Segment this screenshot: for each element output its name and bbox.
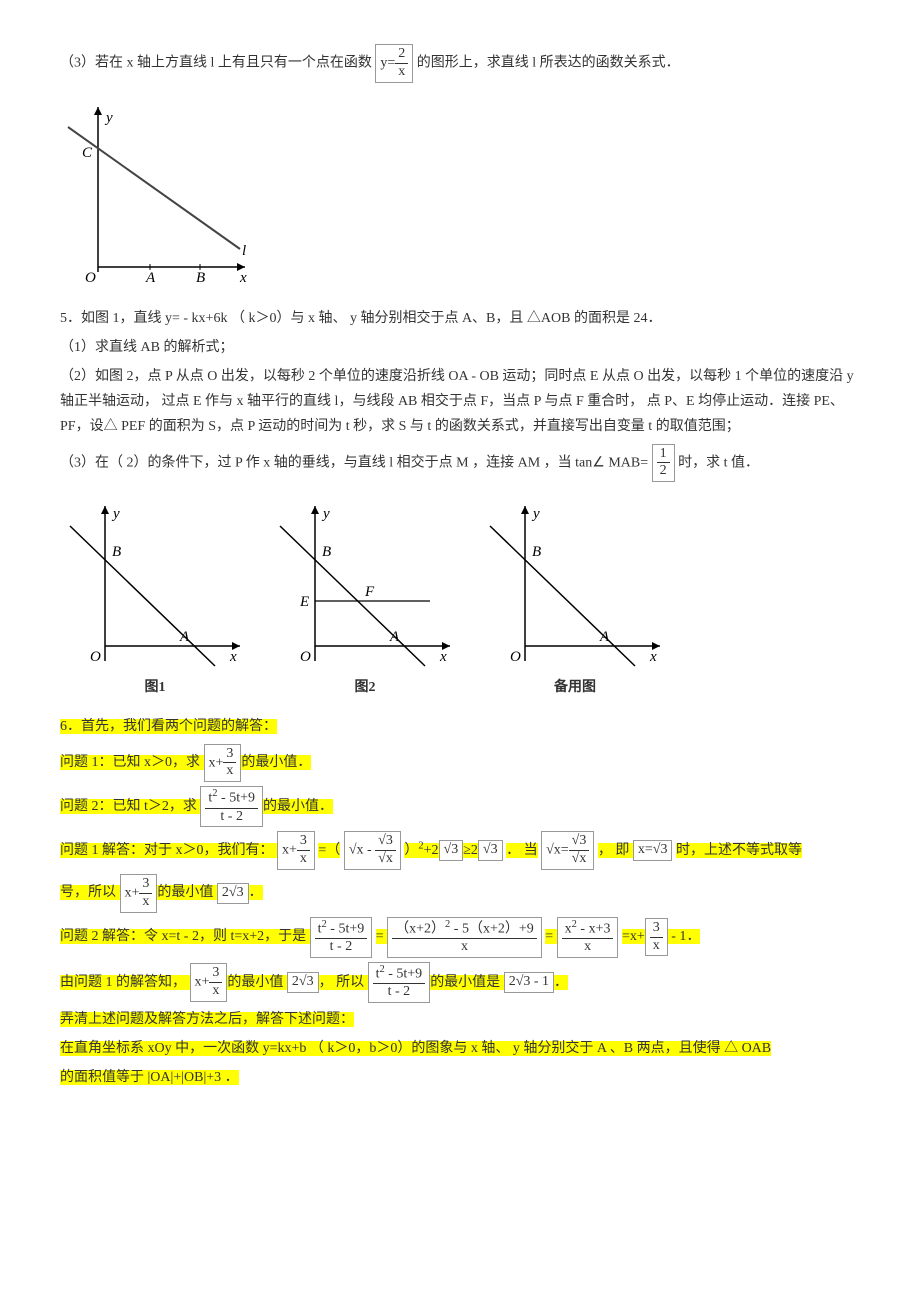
svg-text:O: O bbox=[510, 649, 521, 665]
q6-l6-e3: x2 - x+3x bbox=[557, 917, 619, 958]
fig-q3: y x O C A B l bbox=[60, 97, 860, 292]
q6-l5-e2: 2√3 bbox=[217, 883, 249, 904]
q6-l7-e3: t2 - 5t+9t - 2 bbox=[368, 962, 431, 1003]
cap3: 备用图 bbox=[480, 675, 670, 700]
q3-text-a: （3）若在 x 轴上方直线 l 上有且只有一个点在函数 bbox=[60, 56, 375, 71]
q6-l4-e1: x+3x bbox=[277, 831, 315, 870]
q6-l5-e1: x+3x bbox=[120, 874, 158, 913]
q6-l8: 弄清上述问题及解答方法之后，解答下述问题： bbox=[60, 1007, 860, 1032]
q6-l9: 在直角坐标系 xOy 中，一次函数 y=kx+b （ k＞0，b＞0）的图象与 … bbox=[60, 1036, 860, 1061]
q6-l4: 问题 1 解答：对于 x＞0，我们有： x+3x =（ √x - √3√x ）2… bbox=[60, 831, 860, 870]
q6-l3: 问题 2：已知 t＞2，求 t2 - 5t+9t - 2的最小值． bbox=[60, 786, 860, 827]
cap2: 图2 bbox=[270, 675, 460, 700]
svg-text:B: B bbox=[112, 544, 121, 560]
q5-p3-eq: 12 bbox=[652, 444, 675, 483]
q5-p3: （3）在（ 2）的条件下，过 P 作 x 轴的垂线，与直线 l 相交于点 M ，… bbox=[60, 444, 860, 483]
q3-line: （3）若在 x 轴上方直线 l 上有且只有一个点在函数 y=2x 的图形上，求直… bbox=[60, 44, 860, 83]
q6-l6-e4: 3x bbox=[645, 918, 668, 957]
svg-text:B: B bbox=[532, 544, 541, 560]
q6-l4-e6: x=√3 bbox=[633, 840, 673, 861]
svg-text:x: x bbox=[649, 649, 657, 665]
svg-text:B: B bbox=[322, 544, 331, 560]
q6-l10: 的面积值等于 |OA|+|OB|+3 ． bbox=[60, 1065, 860, 1090]
q5-intro: 5．如图 1，直线 y= - kx+6k （ k＞0）与 x 轴、 y 轴分别相… bbox=[60, 306, 860, 331]
svg-text:y: y bbox=[111, 506, 120, 522]
q6-l4-e2: √x - √3√x bbox=[344, 831, 401, 870]
lbl-C: C bbox=[82, 145, 93, 161]
lbl-O: O bbox=[85, 270, 96, 286]
q6-l2: 问题 1：已知 x＞0，求 x+3x的最小值． bbox=[60, 744, 860, 783]
q6-l6-e2: （x+2）2 - 5（x+2）+9x bbox=[387, 917, 542, 958]
svg-text:O: O bbox=[90, 649, 101, 665]
lbl-l: l bbox=[242, 243, 246, 259]
svg-text:A: A bbox=[179, 629, 190, 645]
q6-l7-e1: x+3x bbox=[190, 963, 228, 1002]
q6-l7-e2: 2√3 bbox=[287, 972, 319, 993]
svg-text:y: y bbox=[321, 506, 330, 522]
q6-l4-e3: √3 bbox=[439, 840, 464, 861]
q6-l2-eq: x+3x bbox=[204, 744, 242, 783]
lbl-B: B bbox=[196, 270, 205, 286]
svg-text:O: O bbox=[300, 649, 311, 665]
lbl-A: A bbox=[145, 270, 156, 286]
svg-text:A: A bbox=[599, 629, 610, 645]
svg-text:F: F bbox=[364, 584, 375, 600]
svg-text:x: x bbox=[229, 649, 237, 665]
q6-l6: 问题 2 解答：令 x=t - 2，则 t=x+2，于是 t2 - 5t+9t … bbox=[60, 917, 860, 958]
q6-l5: 号，所以 x+3x的最小值 2√3． bbox=[60, 874, 860, 913]
svg-text:E: E bbox=[299, 594, 309, 610]
q6-l1: 6．首先，我们看两个问题的解答： bbox=[60, 714, 860, 739]
svg-text:x: x bbox=[439, 649, 447, 665]
fig-q3-svg: y x O C A B l bbox=[60, 97, 255, 292]
fig5-3: y x O B A 备用图 bbox=[480, 496, 670, 700]
q5-p3-b: 时，求 t 值． bbox=[678, 455, 759, 470]
q6-l6-e1: t2 - 5t+9t - 2 bbox=[310, 917, 373, 958]
q5-p2: （2）如图 2，点 P 从点 O 出发，以每秒 2 个单位的速度沿折线 OA -… bbox=[60, 364, 860, 440]
q5-p3-a: （3）在（ 2）的条件下，过 P 作 x 轴的垂线，与直线 l 相交于点 M ，… bbox=[60, 455, 652, 470]
figs-row: y x O B A 图1 y x O B A E F 图2 bbox=[60, 496, 860, 700]
q3-eq: y=2x bbox=[375, 44, 413, 83]
q6-l4-e5: √x=√3√x bbox=[541, 831, 594, 870]
q6-l7-e4: 2√3 - 1 bbox=[504, 972, 554, 993]
cap1: 图1 bbox=[60, 675, 250, 700]
lbl-x: x bbox=[239, 270, 247, 286]
q6-l7: 由问题 1 的解答知， x+3x的最小值 2√3， 所以 t2 - 5t+9t … bbox=[60, 962, 860, 1003]
q6-l4-e4: √3 bbox=[478, 840, 503, 861]
svg-text:A: A bbox=[389, 629, 400, 645]
fig5-1: y x O B A 图1 bbox=[60, 496, 250, 700]
svg-text:y: y bbox=[531, 506, 540, 522]
lbl-y: y bbox=[104, 110, 113, 126]
q3-text-b: 的图形上，求直线 l 所表达的函数关系式． bbox=[417, 56, 680, 71]
q5-p1: （1）求直线 AB 的解析式； bbox=[60, 335, 860, 360]
q6-l3-eq: t2 - 5t+9t - 2 bbox=[200, 786, 263, 827]
fig5-2: y x O B A E F 图2 bbox=[270, 496, 460, 700]
